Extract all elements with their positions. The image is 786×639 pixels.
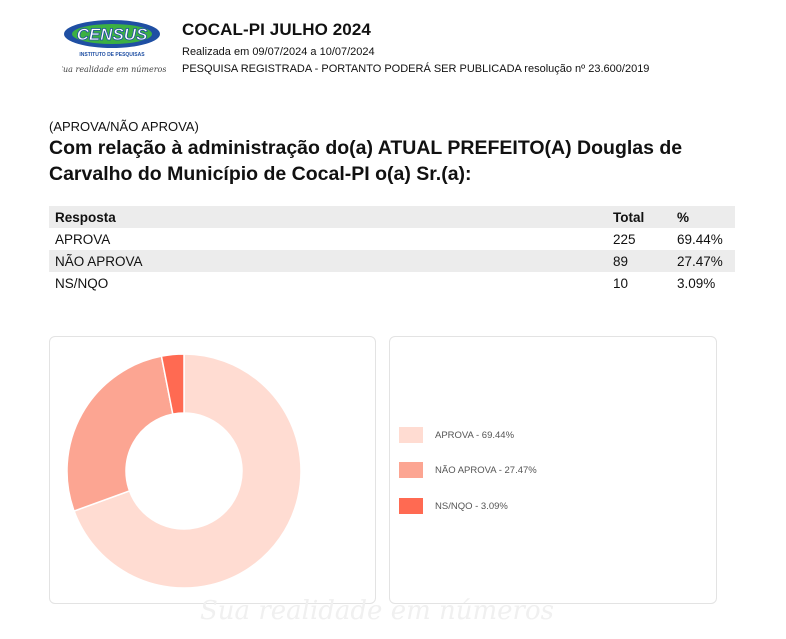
legend-label: APROVA - 69.44% <box>435 429 515 441</box>
census-logo: CENSUS INSTITUTO DE PESQUISAS Sua realid… <box>62 20 166 74</box>
legend-label: NS/NQO - 3.09% <box>435 500 508 512</box>
legend-swatch <box>399 427 423 443</box>
legend-item-aprova: APROVA - 69.44% <box>399 427 514 443</box>
legend-swatch <box>399 498 423 514</box>
logo-tagline: Sua realidade em números <box>62 65 166 74</box>
table-row: NS/NQO 10 3.09% <box>49 272 735 294</box>
table-header-row: Resposta Total % <box>49 206 735 228</box>
legend-swatch <box>399 462 423 478</box>
legend-label: NÃO APROVA - 27.47% <box>435 464 537 476</box>
donut-slice-ns-nqo <box>160 353 185 415</box>
donut-slice-aprova <box>73 353 302 589</box>
cell-pct: 27.47% <box>677 253 723 269</box>
results-table: Resposta Total % APROVA 225 69.44% NÃO A… <box>49 206 735 294</box>
registration-note: PESQUISA REGISTRADA - PORTANTO PODERÁ SE… <box>182 63 650 75</box>
donut-slice-n-o-aprova <box>66 355 174 513</box>
donut-chart <box>66 353 302 589</box>
header-pct: % <box>677 209 690 225</box>
cell-resposta: APROVA <box>55 231 111 247</box>
cell-resposta: NS/NQO <box>55 275 109 291</box>
report-header: COCAL-PI JULHO 2024 Realizada em 09/07/2… <box>182 20 649 75</box>
header-total: Total <box>613 209 645 225</box>
legend-item-ns-nqo: NS/NQO - 3.09% <box>399 498 508 514</box>
table-row: APROVA 225 69.44% <box>49 228 735 250</box>
cell-total: 10 <box>613 275 629 291</box>
report-title: COCAL-PI JULHO 2024 <box>182 20 371 39</box>
question-text: Com relação à administração do(a) ATUAL … <box>49 137 683 185</box>
legend-card: APROVA - 69.44% NÃO APROVA - 27.47% NS/N… <box>389 336 717 604</box>
survey-date: Realizada em 09/07/2024 a 10/07/2024 <box>182 46 375 58</box>
header-resposta: Resposta <box>55 209 116 225</box>
legend-item-nao-aprova: NÃO APROVA - 27.47% <box>399 462 537 478</box>
question-tag: (APROVA/NÃO APROVA) <box>49 119 199 134</box>
cell-total: 89 <box>613 253 629 269</box>
cell-pct: 3.09% <box>677 275 716 291</box>
logo-brand: CENSUS <box>77 25 149 44</box>
chart-card <box>49 336 376 604</box>
cell-pct: 69.44% <box>677 231 723 247</box>
table-row: NÃO APROVA 89 27.47% <box>49 250 735 272</box>
cell-resposta: NÃO APROVA <box>55 253 143 269</box>
cell-total: 225 <box>613 231 636 247</box>
watermark: Sua realidade em números <box>200 596 554 626</box>
logo-subtitle: INSTITUTO DE PESQUISAS <box>79 52 145 58</box>
